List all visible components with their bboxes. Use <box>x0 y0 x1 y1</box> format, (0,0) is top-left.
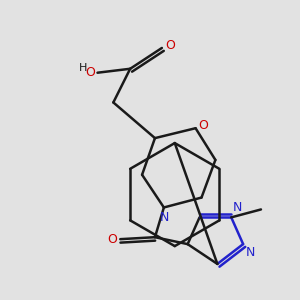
Text: N: N <box>246 246 256 259</box>
Text: O: O <box>165 40 175 52</box>
Text: O: O <box>85 66 95 79</box>
Text: O: O <box>199 119 208 132</box>
Text: O: O <box>107 233 117 246</box>
Text: N: N <box>233 201 243 214</box>
Text: N: N <box>160 212 170 224</box>
Text: H: H <box>79 63 88 73</box>
